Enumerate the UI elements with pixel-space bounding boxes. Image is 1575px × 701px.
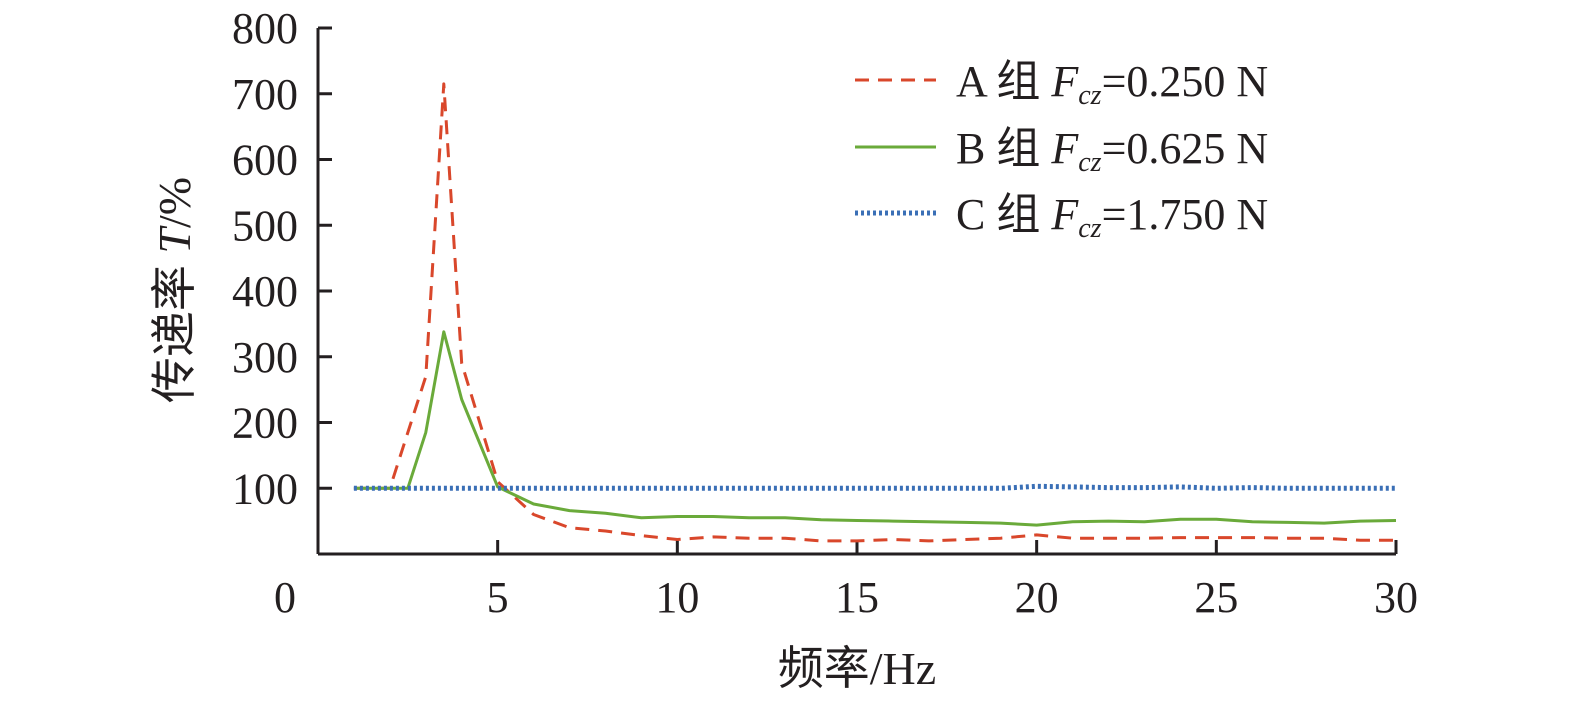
y-tick-label: 700	[232, 70, 298, 119]
legend-label-c: C 组 Fcz=1.750 N	[956, 190, 1268, 244]
y-tick-label: 500	[232, 201, 298, 250]
axes: 100 200 300 400 500 600 700 800 0 5 10 15 20 25 30	[232, 4, 1418, 622]
y-tick-label: 800	[232, 4, 298, 53]
x-tick-label: 0	[274, 573, 296, 622]
x-tick-label: 5	[487, 573, 509, 622]
x-tick-label: 30	[1374, 573, 1418, 622]
x-tick-label: 15	[835, 573, 879, 622]
legend-label-a: A 组 Fcz=0.250 N	[956, 57, 1268, 111]
series-group	[353, 82, 1397, 543]
y-axis-title: 传递率 T/%	[149, 177, 200, 403]
x-tick-label: 20	[1015, 573, 1059, 622]
legend: A 组 Fcz=0.250 N B 组 Fcz=0.625 N C 组 Fcz=1.…	[855, 57, 1268, 244]
y-tick-label: 100	[232, 464, 298, 513]
y-tick-label: 600	[232, 136, 298, 185]
series-line-c	[353, 483, 1396, 491]
series-line-a	[353, 82, 1396, 543]
x-tick-label: 10	[655, 573, 699, 622]
x-axis-title: 频率/Hz	[778, 643, 936, 694]
y-tick-label: 400	[232, 267, 298, 316]
x-tick-label: 25	[1194, 573, 1238, 622]
y-tick-label: 300	[232, 333, 298, 382]
series-line-b	[353, 330, 1397, 527]
y-tick-label: 200	[232, 399, 298, 448]
legend-label-b: B 组 Fcz=0.625 N	[956, 124, 1268, 178]
axis-titles: 频率/Hz 传递率 T/%	[149, 177, 936, 694]
